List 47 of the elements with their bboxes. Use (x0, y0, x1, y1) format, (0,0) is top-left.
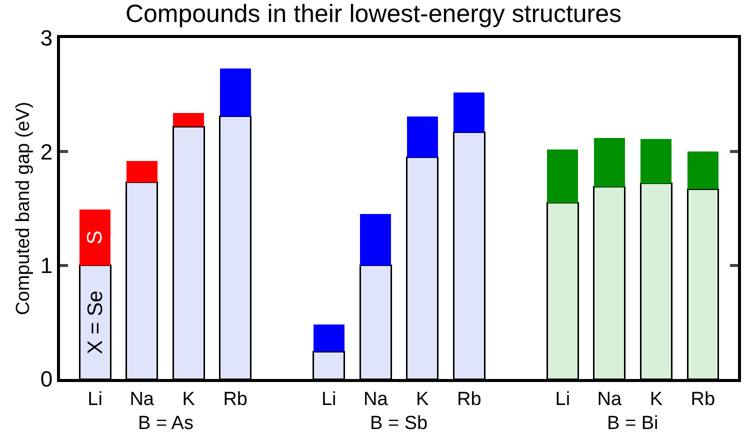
x-tick-label: K (416, 388, 430, 410)
x-tick-label: Li (555, 388, 570, 410)
bar (406, 156, 439, 379)
x-tick-label: Rb (456, 388, 482, 410)
bar (80, 210, 110, 266)
bar (593, 186, 626, 379)
bar (219, 116, 252, 379)
text: B = Sb (370, 413, 428, 434)
y-axis-title: Computed band gap (eV) (13, 102, 34, 316)
bar (313, 324, 344, 352)
x-tick-label: K (650, 388, 663, 410)
bar (126, 160, 158, 182)
series-label: S (84, 230, 107, 245)
y-tick-label: 3 (40, 26, 53, 51)
bar (454, 92, 485, 132)
y-tick-label: 2 (40, 139, 53, 164)
chart-title: Compounds in their lowest-energy structures (125, 0, 622, 28)
bar (547, 149, 578, 203)
bar (360, 214, 392, 266)
x-tick-label: Na (363, 388, 388, 410)
y-tick-label: 0 (40, 366, 53, 392)
bar (220, 68, 251, 116)
bar (173, 113, 204, 127)
y-tick-label: 1 (40, 253, 53, 278)
bar (406, 116, 438, 158)
bar (640, 139, 672, 184)
bar (78, 264, 112, 379)
x-tick-label: K (182, 388, 196, 410)
text: B = Bi (607, 413, 658, 434)
bar (312, 350, 346, 379)
x-tick-label: Rb (690, 388, 716, 410)
x-tick-label: Rb (223, 388, 248, 410)
x-tick-label: Na (597, 388, 622, 410)
bar (594, 138, 625, 187)
bar (172, 126, 205, 379)
bar (452, 132, 486, 379)
bar (640, 182, 672, 379)
bar (688, 152, 718, 190)
x-tick-label: Li (321, 388, 336, 410)
bar (359, 264, 392, 379)
bar (126, 182, 158, 379)
bar (686, 188, 720, 379)
x-tick-label: Na (130, 388, 154, 410)
bar (546, 202, 579, 379)
x-tick-label: Li (88, 388, 102, 410)
text: B = As (138, 413, 194, 434)
series-label: X = Se (84, 290, 107, 354)
